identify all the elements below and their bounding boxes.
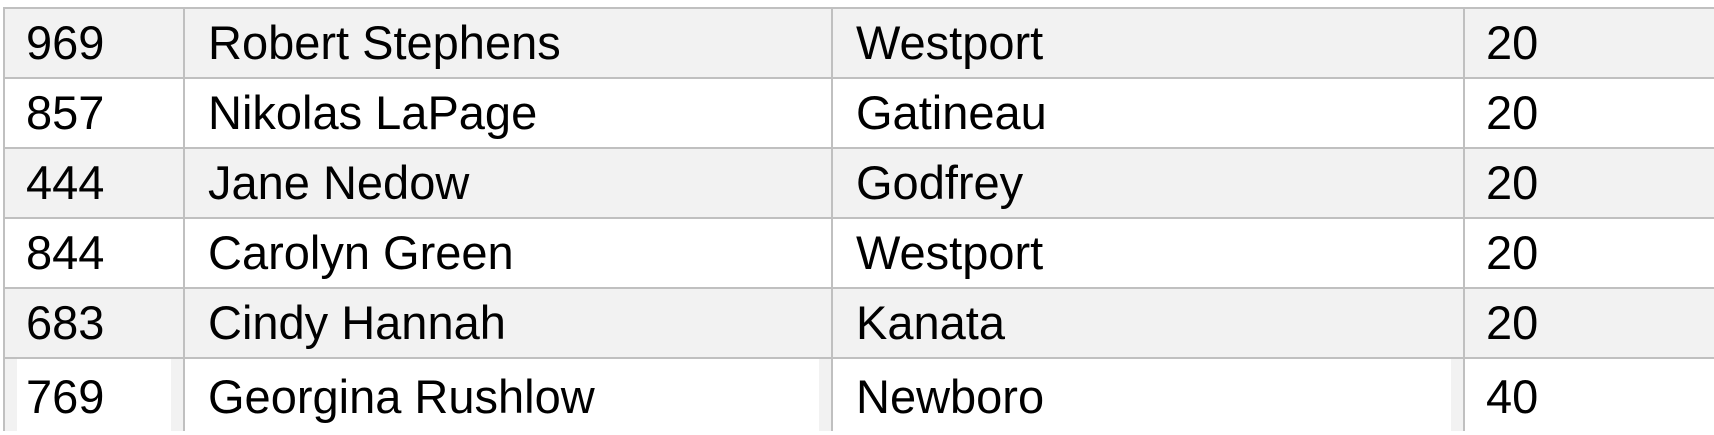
city-cell[interactable]: Gatineau xyxy=(833,79,1465,147)
city-cell[interactable]: Westport xyxy=(833,219,1465,287)
city-cell[interactable]: Westport xyxy=(833,9,1465,77)
name-cell[interactable]: Robert Stephens xyxy=(185,9,833,77)
value-cell[interactable]: 20 xyxy=(1486,156,1539,209)
cell-shade-strip xyxy=(1451,359,1463,431)
id-cell[interactable]: 683 xyxy=(3,289,185,357)
city-cell[interactable]: Newboro xyxy=(833,359,1465,431)
name-cell[interactable]: Jane Nedow xyxy=(185,149,833,217)
value-cell[interactable]: 40 xyxy=(1486,370,1539,423)
id-cell[interactable]: 857 xyxy=(3,79,185,147)
id-cell[interactable]: 844 xyxy=(3,219,185,287)
value-cell[interactable]: 20 xyxy=(1486,296,1539,349)
name-cell[interactable]: Carolyn Green xyxy=(185,219,833,287)
cell-shade-strip xyxy=(171,359,183,431)
id-cell[interactable]: 444 xyxy=(3,149,185,217)
id-cell[interactable]: 769 xyxy=(3,359,185,431)
table-row: 844 Carolyn Green Westport 20 xyxy=(3,219,1714,289)
cell-shade-strip xyxy=(819,359,831,431)
name-text: Georgina Rushlow xyxy=(208,370,595,423)
cell-shade-strip xyxy=(5,359,17,431)
table-row: 969 Robert Stephens Westport 20 xyxy=(3,9,1714,79)
table-row: 857 Nikolas LaPage Gatineau 20 xyxy=(3,79,1714,149)
name-cell[interactable]: Nikolas LaPage xyxy=(185,79,833,147)
data-table: 969 Robert Stephens Westport 20 857 Niko… xyxy=(3,7,1714,431)
id-text: 769 xyxy=(26,370,105,423)
value-cell[interactable]: 20 xyxy=(1486,226,1539,279)
name-cell[interactable]: Cindy Hannah xyxy=(185,289,833,357)
id-cell[interactable]: 969 xyxy=(3,9,185,77)
city-cell[interactable]: Kanata xyxy=(833,289,1465,357)
table-row: 769 Georgina Rushlow Newboro 40 xyxy=(3,359,1714,431)
city-text: Newboro xyxy=(856,370,1045,423)
value-cell[interactable]: 20 xyxy=(1486,86,1539,139)
table-row: 683 Cindy Hannah Kanata 20 xyxy=(3,289,1714,359)
name-cell[interactable]: Georgina Rushlow xyxy=(185,359,833,431)
table-row: 444 Jane Nedow Godfrey 20 xyxy=(3,149,1714,219)
city-cell[interactable]: Godfrey xyxy=(833,149,1465,217)
value-cell[interactable]: 20 xyxy=(1486,16,1539,69)
